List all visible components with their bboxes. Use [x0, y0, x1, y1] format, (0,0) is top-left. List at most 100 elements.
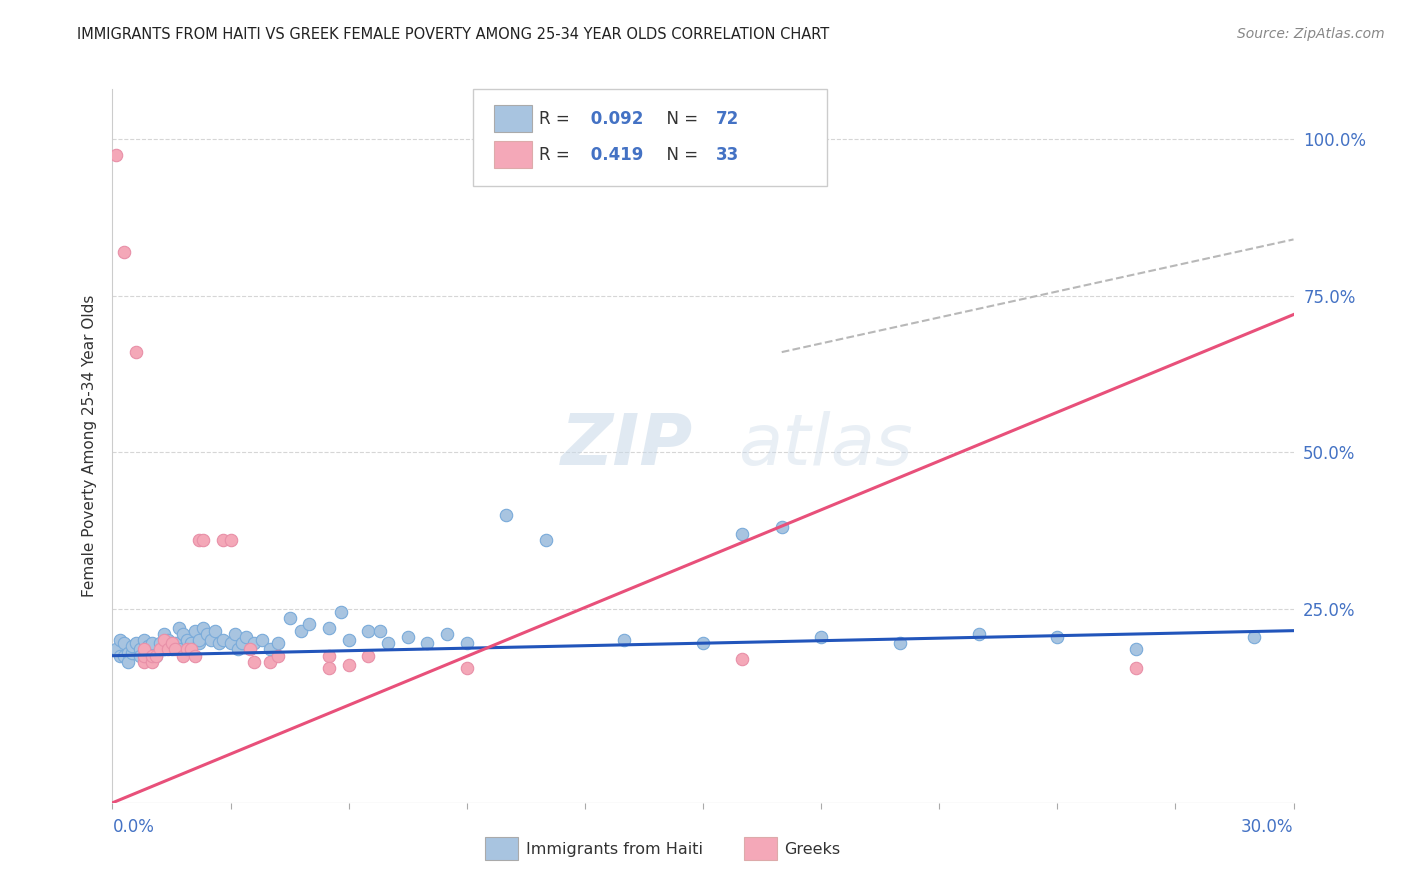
Point [235, 630, 257, 644]
Point [231, 636, 253, 650]
Point [239, 642, 262, 657]
Point [318, 648, 340, 663]
Text: Source: ZipAtlas.com: Source: ZipAtlas.com [1237, 27, 1385, 41]
Point [416, 636, 439, 650]
Point [318, 661, 340, 675]
Text: 33: 33 [716, 146, 740, 164]
Point [290, 624, 312, 638]
Point [112, 636, 135, 650]
Point [1046, 630, 1069, 644]
Point [110, 633, 132, 648]
Point [731, 526, 754, 541]
Point [1125, 661, 1147, 675]
Point [456, 661, 478, 675]
Text: R =: R = [538, 146, 575, 164]
Point [731, 652, 754, 666]
Point [176, 642, 198, 657]
Point [141, 655, 163, 669]
Point [243, 636, 266, 650]
Text: ZIP: ZIP [561, 411, 693, 481]
Point [132, 648, 155, 663]
Point [318, 621, 340, 635]
Point [105, 148, 128, 162]
Point [184, 624, 207, 638]
Point [160, 642, 183, 657]
Point [188, 533, 211, 547]
Point [121, 646, 143, 660]
Text: N =: N = [655, 146, 703, 164]
Point [112, 648, 135, 663]
Point [267, 636, 290, 650]
Text: Immigrants from Haiti: Immigrants from Haiti [526, 842, 703, 856]
Point [298, 617, 321, 632]
Point [368, 624, 391, 638]
Text: 72: 72 [716, 111, 740, 128]
FancyBboxPatch shape [494, 141, 531, 168]
Point [250, 633, 273, 648]
Point [112, 244, 135, 259]
Point [152, 633, 174, 648]
Point [534, 533, 557, 547]
Point [129, 642, 152, 657]
Point [156, 633, 179, 648]
Point [810, 630, 832, 644]
Point [692, 636, 714, 650]
Point [267, 648, 290, 663]
Point [1243, 630, 1265, 644]
Point [613, 633, 636, 648]
Point [125, 636, 148, 650]
Point [770, 520, 793, 534]
Point [184, 648, 207, 663]
Point [149, 636, 172, 650]
Point [224, 627, 246, 641]
Point [357, 624, 380, 638]
Point [180, 642, 202, 657]
Text: IMMIGRANTS FROM HAITI VS GREEK FEMALE POVERTY AMONG 25-34 YEAR OLDS CORRELATION : IMMIGRANTS FROM HAITI VS GREEK FEMALE PO… [77, 27, 830, 42]
Point [337, 658, 360, 673]
Point [495, 508, 517, 522]
Point [145, 648, 167, 663]
Text: N =: N = [655, 111, 703, 128]
Point [152, 642, 174, 657]
Point [200, 633, 222, 648]
FancyBboxPatch shape [744, 837, 778, 860]
Point [211, 633, 233, 648]
Point [132, 642, 155, 657]
Point [188, 636, 211, 650]
FancyBboxPatch shape [494, 105, 531, 132]
Point [357, 648, 380, 663]
Point [117, 655, 139, 669]
Text: 0.092: 0.092 [585, 111, 644, 128]
Point [191, 621, 214, 635]
Point [132, 655, 155, 669]
Point [160, 636, 183, 650]
Point [121, 640, 143, 654]
Point [195, 627, 218, 641]
Point [337, 633, 360, 648]
Text: 0.419: 0.419 [585, 146, 644, 164]
Point [243, 655, 266, 669]
Point [110, 648, 132, 663]
Point [191, 533, 214, 547]
Point [219, 533, 242, 547]
Text: 30.0%: 30.0% [1241, 819, 1294, 837]
Text: 0.0%: 0.0% [112, 819, 155, 837]
Point [160, 636, 183, 650]
Point [156, 642, 179, 657]
Point [396, 630, 419, 644]
Point [204, 624, 226, 638]
Point [889, 636, 911, 650]
Point [165, 642, 187, 657]
Point [141, 642, 163, 657]
Point [149, 642, 172, 657]
Point [377, 636, 399, 650]
Point [117, 646, 139, 660]
Text: Greeks: Greeks [785, 842, 841, 856]
Point [145, 648, 167, 663]
Point [329, 605, 352, 619]
Point [132, 633, 155, 648]
Point [211, 533, 233, 547]
Point [188, 633, 211, 648]
Point [125, 345, 148, 359]
Point [169, 642, 191, 657]
